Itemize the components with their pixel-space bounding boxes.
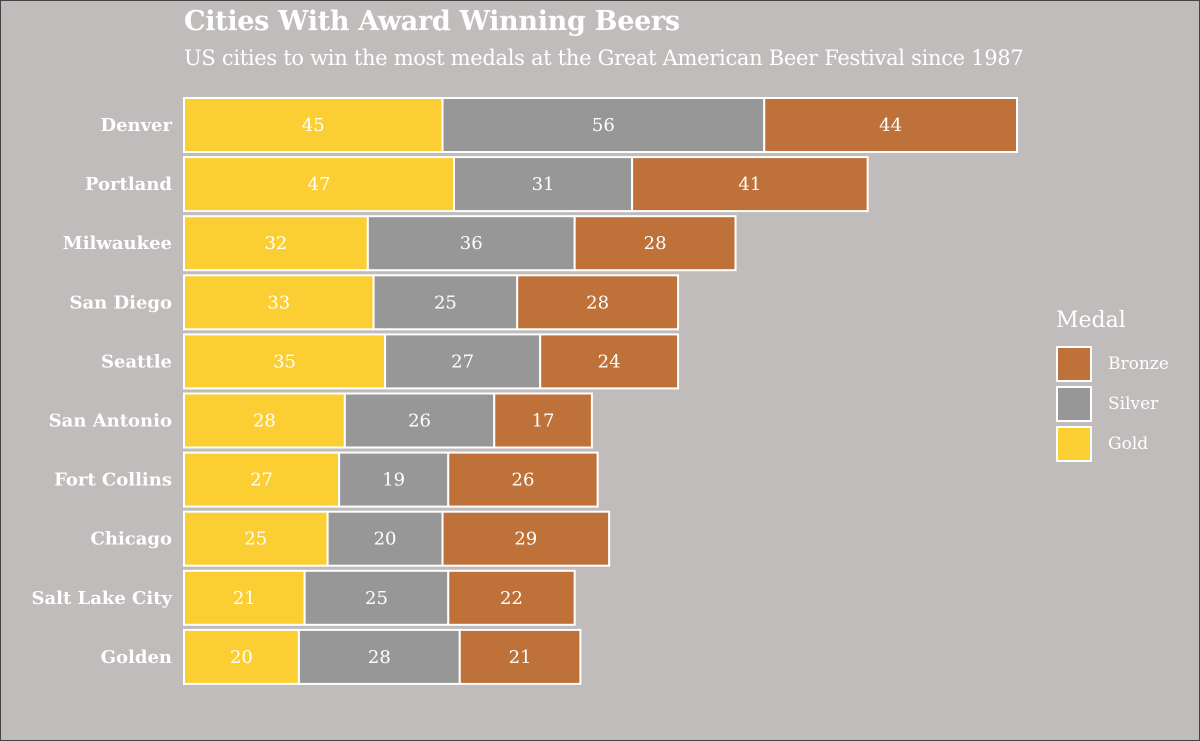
value-label-san-diego-bronze: 28 [586,292,609,313]
legend-label-gold: Gold [1108,434,1149,454]
bar-fort-collins-bronze [447,451,599,508]
value-label-san-diego-gold: 33 [267,292,290,313]
bar-portland-gold [183,156,456,213]
bar-denver-bronze [763,97,1019,153]
value-label-chicago-bronze: 29 [514,529,537,550]
value-label-portland-silver: 31 [532,174,555,195]
value-label-san-antonio-gold: 28 [253,411,276,432]
value-label-salt-lake-city-silver: 25 [365,588,388,609]
value-label-chicago-silver: 20 [374,529,397,550]
legend-swatch-bronze [1056,346,1092,382]
bar-chicago-bronze [441,510,611,567]
bar-milwaukee-bronze [573,215,737,272]
bar-san-antonio-gold [183,392,346,449]
value-label-milwaukee-bronze: 28 [644,233,667,254]
bar-chicago-silver [326,510,444,567]
bar-milwaukee-gold [183,215,369,272]
bar-seattle-bronze [539,333,680,390]
chart-title: Cities With Award Winning Beers [184,6,680,37]
bar-salt-lake-city-gold [183,569,306,626]
bar-san-antonio-silver [343,392,496,449]
bar-milwaukee-silver [366,215,576,272]
bar-san-diego-silver [372,274,519,331]
value-label-san-antonio-silver: 26 [408,411,431,432]
category-label-san-antonio: San Antonio [49,411,172,432]
value-label-golden-silver: 28 [368,647,391,668]
value-label-milwaukee-silver: 36 [460,233,483,254]
value-label-fort-collins-silver: 19 [382,470,405,491]
category-label-milwaukee: Milwaukee [63,233,172,254]
value-label-portland-bronze: 41 [738,174,761,195]
bar-san-diego-gold [183,274,375,331]
legend-title: Medal [1056,308,1126,333]
legend-item-bronze: Bronze [1056,344,1196,384]
bar-golden-bronze [458,628,582,685]
value-label-chicago-gold: 25 [244,529,267,550]
value-label-salt-lake-city-bronze: 22 [500,588,523,609]
bar-portland-silver [453,156,634,213]
value-label-seattle-silver: 27 [451,351,474,372]
legend-label-bronze: Bronze [1108,354,1169,374]
legend-label-silver: Silver [1108,394,1159,414]
category-label-chicago: Chicago [91,529,172,550]
value-label-seattle-gold: 35 [273,351,296,372]
legend-item-silver: Silver [1056,384,1196,424]
bar-portland-bronze [631,156,869,213]
value-label-milwaukee-gold: 32 [264,233,287,254]
value-label-denver-silver: 56 [592,115,615,136]
value-label-golden-gold: 20 [230,647,253,668]
legend: Medal Bronze Silver Gold [1056,308,1196,464]
value-label-san-antonio-bronze: 17 [532,411,555,432]
value-label-salt-lake-city-gold: 21 [233,588,256,609]
bar-salt-lake-city-silver [303,569,450,626]
value-label-seattle-bronze: 24 [598,351,621,372]
category-label-portland: Portland [85,174,172,195]
category-label-seattle: Seattle [101,351,172,372]
bar-san-antonio-bronze [493,392,593,449]
legend-item-gold: Gold [1056,424,1196,464]
chart-subtitle: US cities to win the most medals at the … [184,46,1024,70]
value-label-portland-gold: 47 [308,174,331,195]
legend-swatch-gold [1056,426,1092,462]
value-label-golden-bronze: 21 [509,647,532,668]
value-label-denver-bronze: 44 [879,115,902,136]
legend-swatch-silver [1056,386,1092,422]
bar-chicago-gold [183,510,329,567]
bar-san-diego-bronze [516,274,680,331]
value-label-denver-gold: 45 [302,115,325,136]
value-label-fort-collins-bronze: 26 [512,470,535,491]
value-label-san-diego-silver: 25 [434,292,457,313]
category-label-san-diego: San Diego [69,292,172,313]
category-label-salt-lake-city: Salt Lake City [31,588,172,609]
bar-golden-silver [297,628,461,685]
bar-seattle-gold [183,333,387,390]
value-label-fort-collins-gold: 27 [250,470,273,491]
category-label-denver: Denver [100,115,172,136]
bar-golden-gold [183,628,300,685]
category-label-fort-collins: Fort Collins [54,470,172,491]
category-label-golden: Golden [101,647,172,668]
bar-salt-lake-city-bronze [447,569,576,626]
